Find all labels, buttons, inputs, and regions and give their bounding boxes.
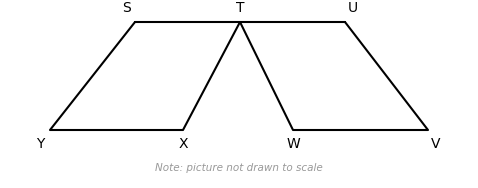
Text: X: X	[178, 137, 188, 151]
Text: S: S	[123, 1, 131, 15]
Text: T: T	[236, 1, 244, 15]
Text: W: W	[286, 137, 300, 151]
Text: U: U	[348, 1, 358, 15]
Text: Y: Y	[36, 137, 44, 151]
Text: Note: picture not drawn to scale: Note: picture not drawn to scale	[155, 163, 323, 173]
Text: V: V	[431, 137, 441, 151]
